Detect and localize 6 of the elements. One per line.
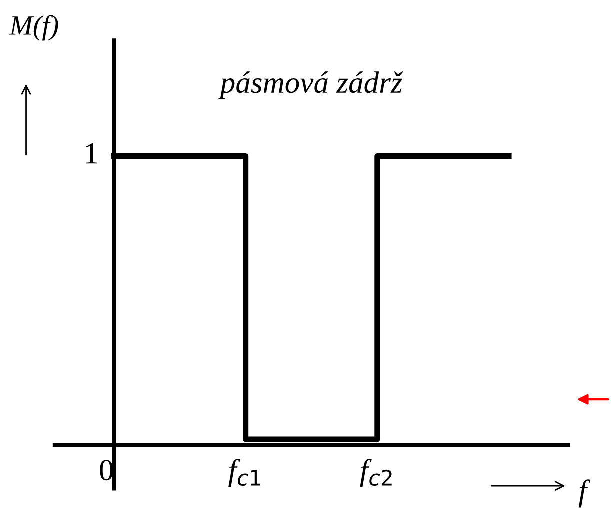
y-axis-title: M(f) xyxy=(9,15,58,41)
annotation: 1 xyxy=(86,143,98,164)
x-axis-title: f xyxy=(578,480,591,508)
x-tick-label: f$_{c2}$ xyxy=(360,459,392,488)
chart-title: pásmová zádrž xyxy=(218,72,404,100)
x-tick-label: f$_{c1}$ xyxy=(228,459,260,488)
